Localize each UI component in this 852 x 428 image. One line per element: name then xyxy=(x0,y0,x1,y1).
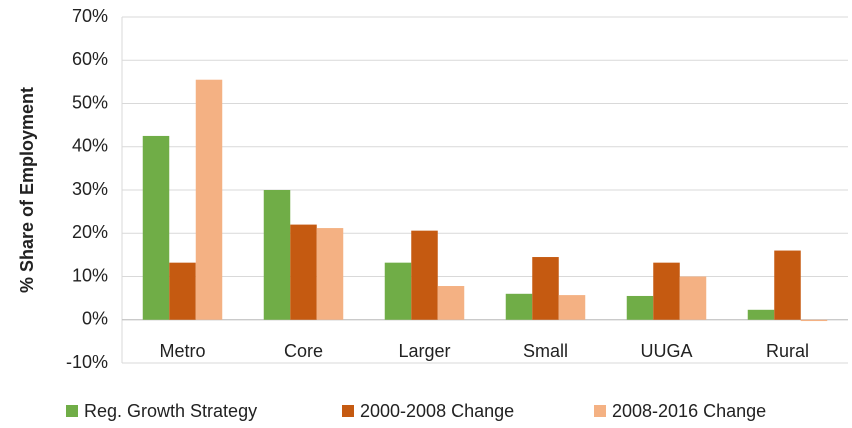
bar xyxy=(505,293,533,320)
y-tick-label: 70% xyxy=(72,6,108,26)
bar xyxy=(747,309,775,320)
legend-swatch xyxy=(66,405,78,417)
bar xyxy=(653,262,680,320)
bar xyxy=(195,79,223,320)
x-tick-label: Core xyxy=(284,341,323,361)
bar xyxy=(558,295,586,320)
x-tick-label: Small xyxy=(523,341,568,361)
bar xyxy=(437,286,465,320)
bar xyxy=(263,190,291,320)
bar xyxy=(679,276,707,320)
y-tick-label: 40% xyxy=(72,136,108,156)
y-tick-label: 0% xyxy=(82,309,108,329)
y-tick-label: -10% xyxy=(66,352,108,372)
x-tick-label: Rural xyxy=(766,341,809,361)
x-tick-label: UUGA xyxy=(640,341,692,361)
bar xyxy=(384,262,412,320)
bar xyxy=(316,228,344,320)
bar xyxy=(626,295,654,320)
y-tick-label: 60% xyxy=(72,49,108,69)
bar xyxy=(774,250,801,320)
x-tick-label: Larger xyxy=(398,341,450,361)
legend-label: Reg. Growth Strategy xyxy=(84,401,257,421)
legend-label: 2000-2008 Change xyxy=(360,401,514,421)
bar xyxy=(800,319,828,322)
bar xyxy=(532,257,559,320)
bar xyxy=(169,262,196,320)
legend-swatch xyxy=(594,405,606,417)
x-tick-label: Metro xyxy=(159,341,205,361)
bar xyxy=(290,224,317,320)
y-tick-label: 10% xyxy=(72,265,108,285)
legend-label: 2008-2016 Change xyxy=(612,401,766,421)
bar xyxy=(142,135,170,320)
y-tick-label: 30% xyxy=(72,179,108,199)
y-tick-label: 20% xyxy=(72,222,108,242)
bar xyxy=(411,230,438,320)
legend-swatch xyxy=(342,405,354,417)
y-tick-label: 50% xyxy=(72,92,108,112)
y-axis-label: % Share of Employment xyxy=(17,87,37,293)
